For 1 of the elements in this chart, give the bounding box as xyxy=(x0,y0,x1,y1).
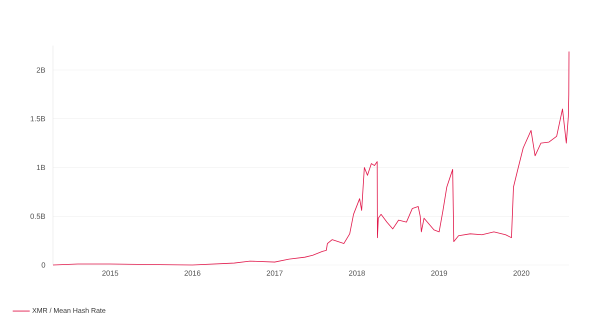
line-series xyxy=(52,51,570,266)
